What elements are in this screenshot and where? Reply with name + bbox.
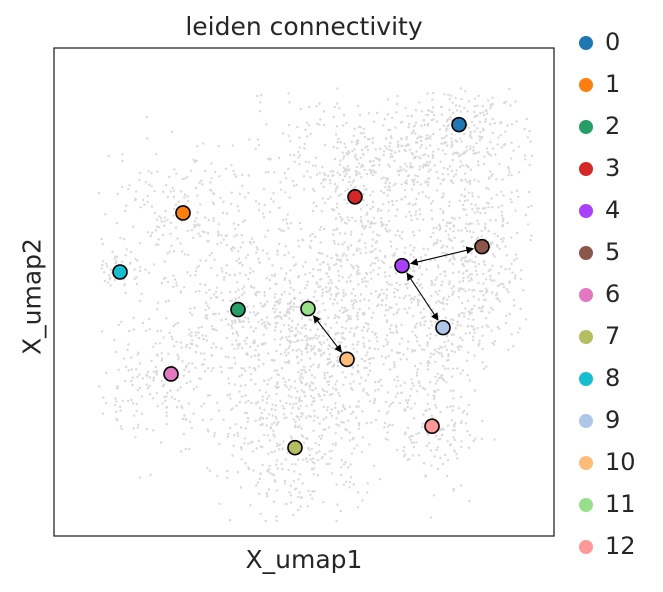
edge-4-5	[410, 246, 474, 266]
y-axis-label: X_umap2	[17, 238, 47, 355]
x-axis-label: X_umap1	[245, 545, 363, 574]
plot-frame	[53, 47, 555, 537]
legend-label: 4	[605, 196, 621, 224]
legend-swatch	[579, 162, 593, 176]
cluster-node-3	[347, 189, 363, 205]
cluster-node-8	[112, 264, 128, 280]
legend-swatch	[579, 414, 593, 428]
legend-swatch	[579, 36, 593, 50]
legend-swatch	[579, 456, 593, 470]
legend-label: 7	[605, 322, 621, 350]
legend-swatch	[579, 78, 593, 92]
cluster-centroids	[112, 116, 490, 456]
legend-label: 2	[605, 112, 621, 140]
cluster-node-6	[163, 366, 179, 382]
legend-label: 0	[605, 28, 621, 56]
legend-swatch	[579, 204, 593, 218]
chart-title: leiden connectivity	[185, 12, 423, 41]
legend-label: 12	[605, 532, 636, 560]
legend-label: 9	[605, 406, 621, 434]
legend-swatch	[579, 372, 593, 386]
cluster-node-1	[175, 205, 191, 221]
cluster-node-9	[435, 319, 451, 336]
legend-label: 10	[605, 448, 636, 476]
legend-swatch	[579, 246, 593, 260]
legend-label: 11	[605, 490, 636, 518]
cluster-node-0	[451, 116, 467, 133]
cluster-node-10	[339, 351, 355, 368]
cluster-node-4	[394, 257, 410, 274]
legend-label: 6	[605, 280, 621, 308]
legend-label: 8	[605, 364, 621, 392]
legend-swatch	[579, 540, 593, 554]
edge-4-9	[406, 272, 439, 321]
legend-swatch	[579, 330, 593, 344]
cluster-node-12	[424, 418, 440, 435]
connectivity-edges	[313, 246, 474, 353]
legend-swatch	[579, 498, 593, 512]
cluster-node-5	[474, 238, 490, 255]
legend-label: 5	[605, 238, 621, 266]
background-cells	[97, 87, 534, 523]
legend-label: 1	[605, 70, 621, 98]
edge-11-10	[313, 315, 342, 353]
legend-swatch	[579, 288, 593, 302]
cluster-node-11	[300, 300, 316, 317]
cluster-node-7	[287, 439, 303, 456]
cluster-node-2	[230, 301, 246, 318]
legend-label: 3	[605, 154, 621, 182]
legend-swatch	[579, 120, 593, 134]
